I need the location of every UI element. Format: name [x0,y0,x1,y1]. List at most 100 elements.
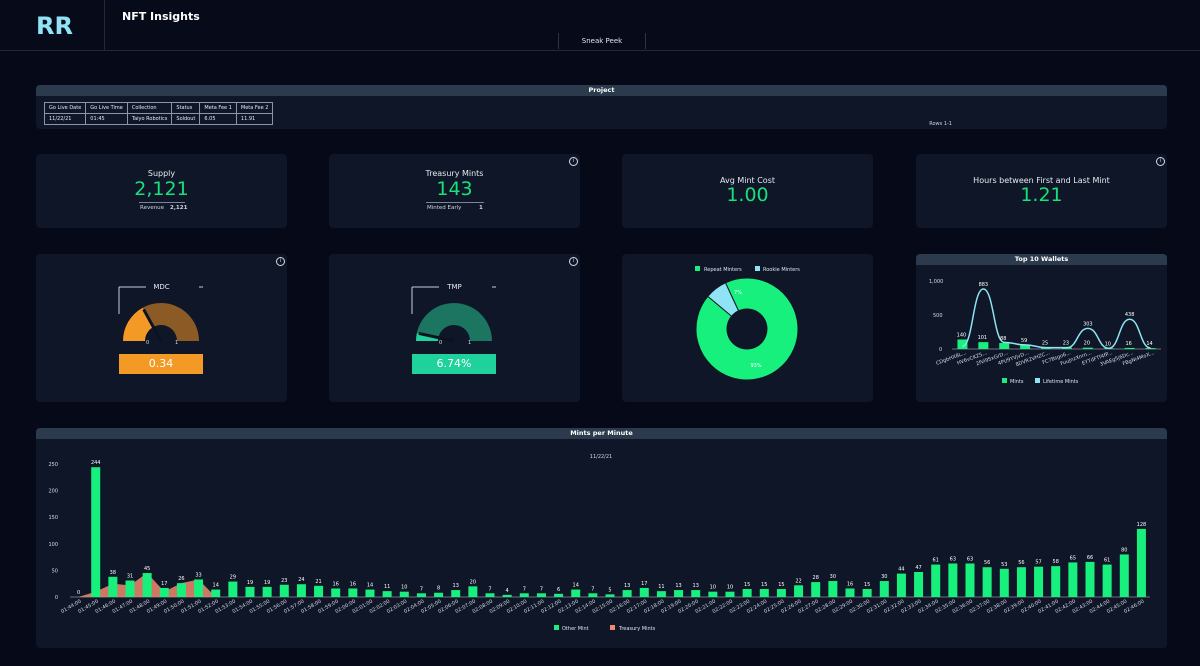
mint-bar [914,571,924,597]
mints-per-minute-header: Mints per Minute [36,428,1167,439]
mint-bar [1085,561,1095,597]
mint-bar-label: 38 [110,570,116,576]
legend-lifetime-mints: Lifetime Mints [1043,379,1079,385]
top-wallets-card: Top 10 Wallets 1,000 500 0 140 CDgbHX8L..… [916,254,1167,402]
tmp-card: i TMP 0 1 6.74% [329,254,580,402]
mint-bar [451,590,461,597]
legend-rookie-minters: Rookie Minters [763,267,800,273]
mint-bar-label: 44 [898,567,904,573]
tab-sneak-peek[interactable]: Sneak Peek [558,33,646,49]
info-icon[interactable]: i [569,257,578,266]
wallet-bar-label: 14 [1146,341,1152,347]
mint-bar [622,590,632,597]
lifetime-label: 303 [1083,321,1093,327]
mint-bar-label: 80 [1121,547,1127,553]
wallet-bar-label: 59 [1021,338,1027,344]
mint-bar [605,594,615,597]
mint-bar [1034,566,1044,597]
mint-bar-label: 13 [624,583,630,589]
mint-bar [262,586,272,597]
mint-bar [245,586,255,597]
table-header-cell[interactable]: Meta Fee 2 [235,102,274,114]
divider [139,202,185,203]
mint-bar-label: 14 [367,583,373,589]
ytick-label: 0 [55,595,58,601]
legend-swatch-rookie [755,266,760,271]
mint-bar-label: 29 [230,575,236,581]
mint-bar [896,573,906,597]
mint-bar [176,583,186,597]
mint-bar-label: 7 [591,586,594,592]
mint-bar [965,563,975,597]
mint-bar [125,580,135,597]
mint-bar [1102,564,1112,597]
table-header-cell[interactable]: Go Live Time [85,102,128,114]
mint-bar [536,593,546,597]
mint-bar-label: 65 [1070,555,1076,561]
mint-bar-label: 5 [608,587,611,593]
mdc-max-label: 1 [175,340,178,346]
lifetime-label: 883 [979,282,989,288]
mint-bar-label: 15 [761,582,767,588]
table-header-cell[interactable]: Meta Fee 1 [199,102,237,114]
project-table: Go Live Date Go Live Time Collection Status… [43,102,274,125]
tmp-max-label: 1 [468,340,471,346]
treasury-value: 143 [436,178,473,200]
info-icon[interactable]: i [569,157,578,166]
mint-bar [416,593,426,597]
mint-bar-label: 26 [178,576,184,582]
donut-label-rookie: 7% [734,290,742,296]
ytick-label: 150 [48,515,58,521]
mint-bar-label: 10 [727,585,733,591]
mint-bar [296,584,306,597]
mint-bar [348,588,358,597]
mint-bar-label: 10 [401,585,407,591]
ytick-label: 100 [48,542,58,548]
avg-mint-label: Avg Mint Cost [719,176,776,185]
mint-bar [228,581,238,597]
table-cell: 11.91 [235,113,274,125]
mint-bar-label: 24 [298,577,304,583]
table-cell: 6.05 [199,113,237,125]
tmp-gauge: 0 1 [411,286,496,346]
mint-bar [639,587,649,597]
mdc-gauge: 0 1 [118,286,203,346]
supply-card: Supply 2,121 Revenue 2,121 [36,154,287,228]
info-icon[interactable]: i [276,257,285,266]
top-bar: RR NFT Insights [0,0,1200,51]
mint-bar [982,567,992,597]
mint-bar [845,588,855,597]
wallet-bar-label: 25 [1042,340,1048,346]
table-header-cell[interactable]: Status [171,102,201,114]
mint-bar [159,587,169,597]
mint-bar [862,589,872,597]
mint-bar-label: 21 [315,579,321,585]
mint-bar [314,585,324,597]
wallet-bar [1124,347,1135,349]
ytick: 500 [933,313,943,319]
mint-bar-label: 23 [281,578,287,584]
legend-other-mint: Other Mint [562,626,589,632]
wallet-bar-label: 20 [1084,341,1090,347]
ytick-label: 200 [48,489,58,495]
revenue-value: 2,121 [170,205,188,211]
table-header-cell[interactable]: Collection [126,102,173,114]
wallet-bar [978,342,989,349]
logo[interactable]: RR [0,0,105,50]
mint-bar-label: 61 [1104,558,1110,564]
mint-bar-label: 15 [864,582,870,588]
mint-bar [331,588,341,597]
mint-bar-label: 7 [420,586,423,592]
table-header-cell[interactable]: Go Live Date [43,102,87,114]
gauge-track-arc [416,303,492,341]
legend-swatch-lifetime [1035,378,1040,383]
info-icon[interactable]: i [1156,157,1165,166]
mint-bar [656,591,666,597]
mint-bar-label: 47 [915,565,921,571]
mint-bar [879,581,889,597]
mint-bar [468,586,478,597]
mint-bar-label: 16 [847,581,853,587]
mint-bar-label: 22 [795,578,801,584]
mint-bar-label: 13 [453,583,459,589]
legend-swatch-other-mint [554,625,559,630]
